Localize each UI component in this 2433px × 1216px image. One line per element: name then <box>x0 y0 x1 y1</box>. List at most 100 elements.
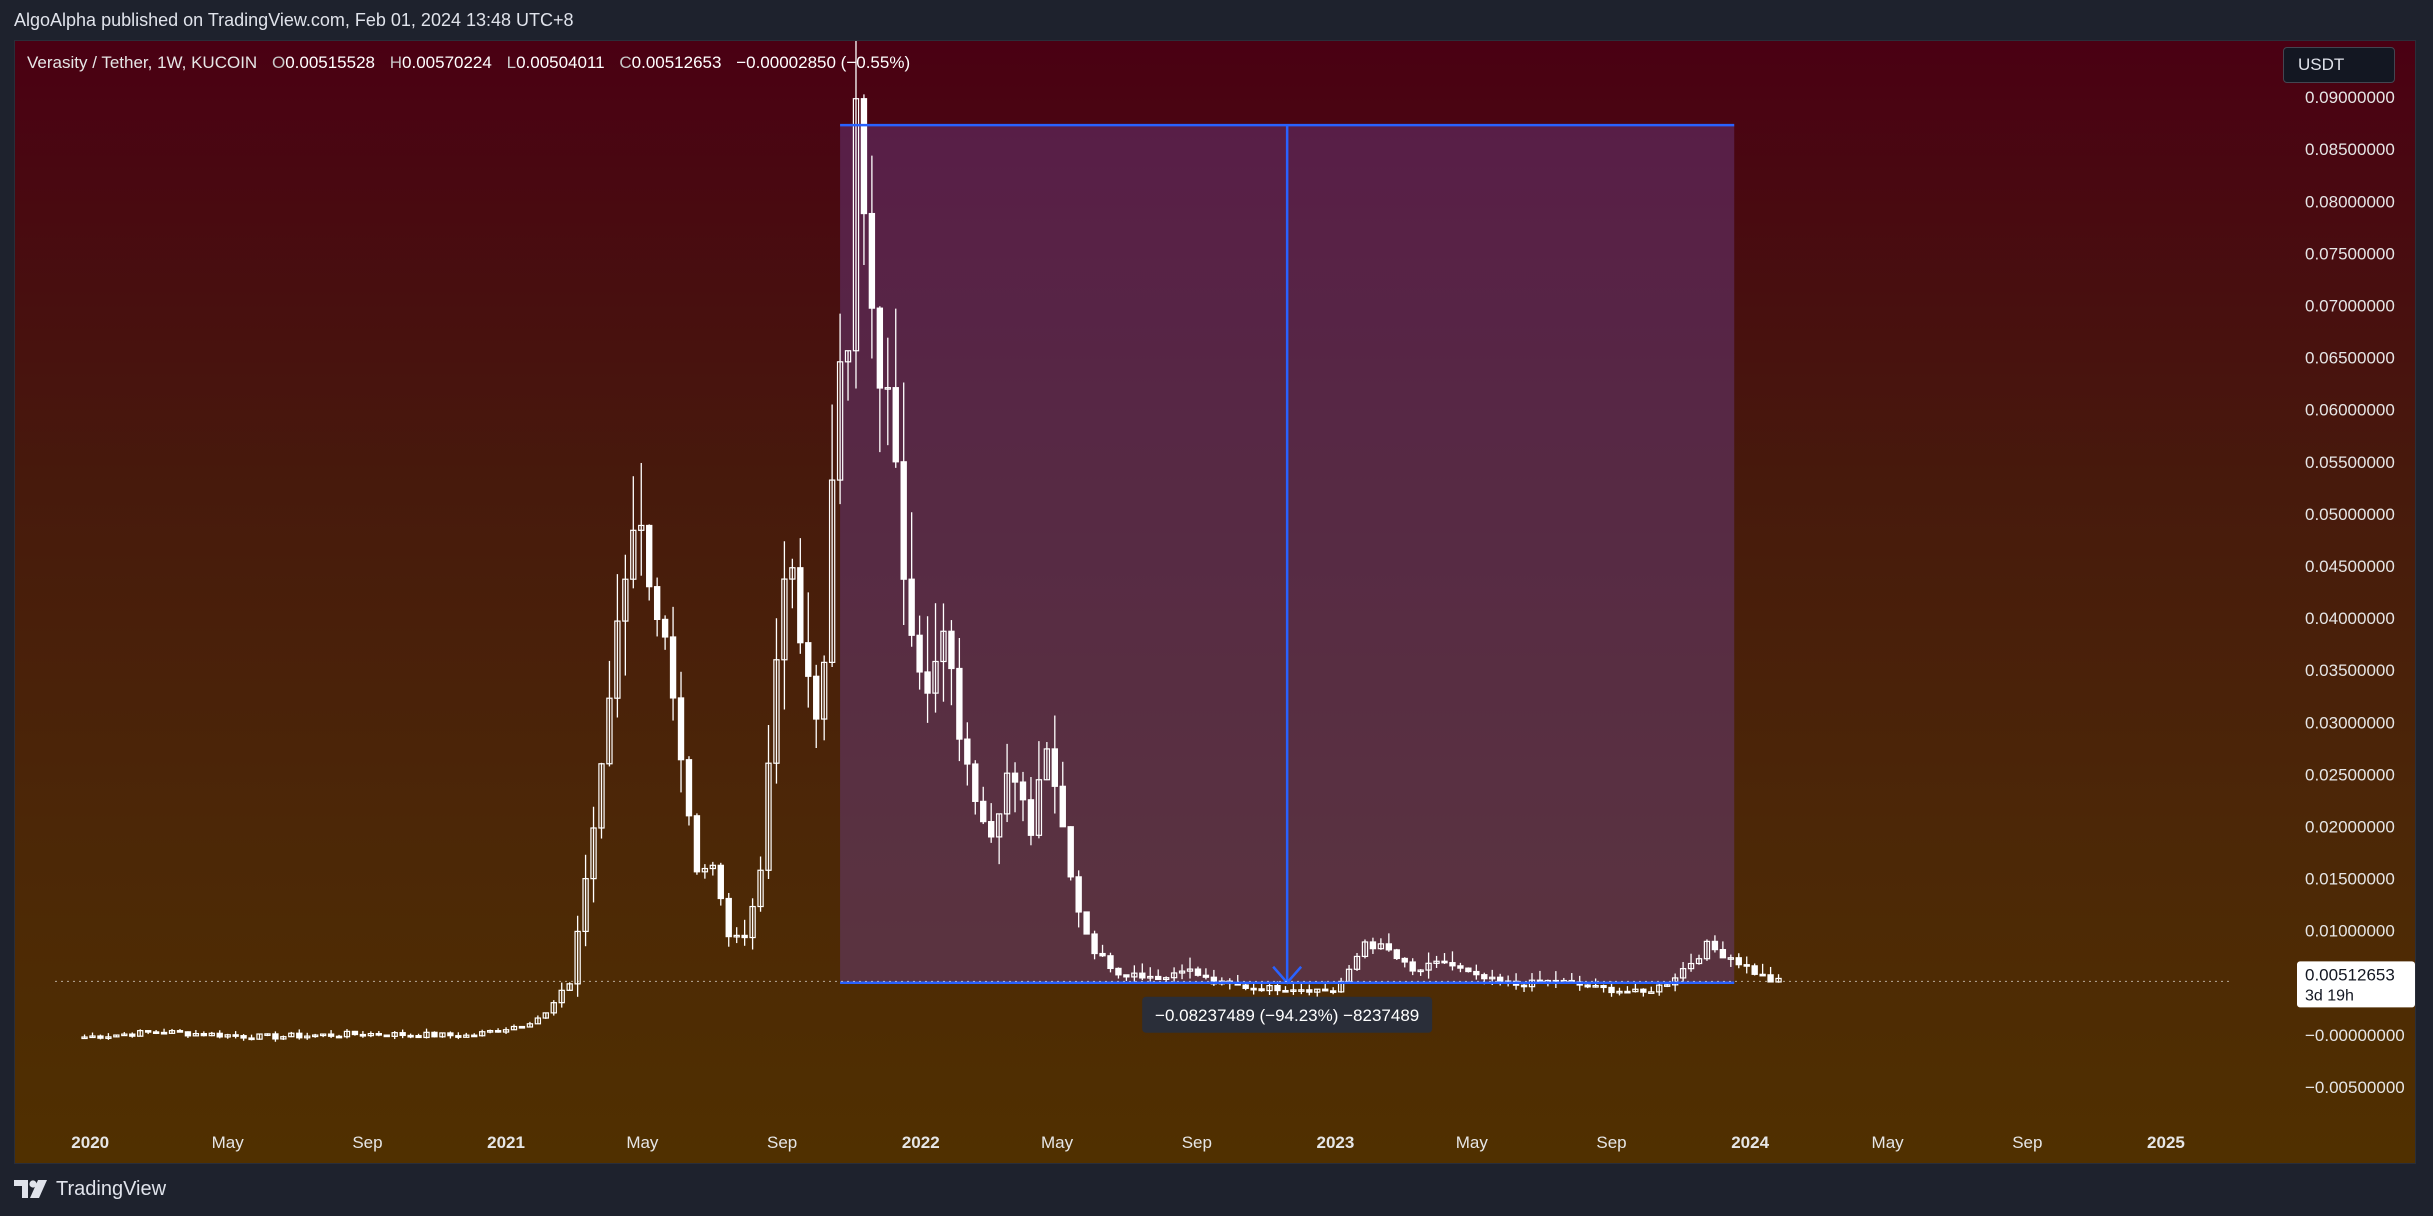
candle-down <box>1051 748 1058 787</box>
measure-label: −0.08237489 (−94.23%) −8237489 <box>1155 1006 1419 1025</box>
candle-down <box>296 1032 303 1039</box>
candle-up <box>1664 984 1671 987</box>
y-tick-label: 0.09000000 <box>2305 88 2395 107</box>
candle-down <box>518 1025 526 1029</box>
change-value: −0.00002850 (−0.55%) <box>736 53 911 72</box>
symbol-legend: Verasity / Tether, 1W, KUCOIN O0.0051552… <box>27 53 910 73</box>
candle-down <box>1481 974 1488 980</box>
high-label: H <box>389 53 403 72</box>
candle-down <box>956 667 963 740</box>
candle-up <box>709 864 717 870</box>
candle-up <box>1695 958 1703 965</box>
y-tick-label: 0.02500000 <box>2305 765 2395 784</box>
open-label: O <box>271 53 286 72</box>
candle-down <box>661 618 669 638</box>
publish-info: AlgoAlpha published on TradingView.com, … <box>14 9 574 30</box>
candle-down <box>272 1033 279 1040</box>
candle-up <box>844 350 852 363</box>
candle-up <box>423 1031 430 1039</box>
candle-down <box>1306 989 1313 993</box>
candle-down <box>359 1033 367 1037</box>
candle-down <box>248 1037 255 1041</box>
x-tick-label: Sep <box>1182 1133 1212 1152</box>
candle-down <box>1067 826 1074 878</box>
candle-down <box>1027 799 1035 836</box>
candle-down <box>1155 975 1162 981</box>
symbol-title[interactable]: Verasity / Tether, 1W, KUCOIN <box>27 53 258 72</box>
x-tick-label: Sep <box>352 1133 382 1152</box>
candle-up <box>1361 941 1369 958</box>
y-tick-label: 0.03500000 <box>2305 661 2395 680</box>
candle-down <box>1600 984 1607 989</box>
candle-down <box>653 586 661 621</box>
candle-up <box>1433 960 1440 964</box>
candle-up <box>773 659 780 764</box>
candle-down <box>1584 984 1591 988</box>
candle-up <box>526 1023 534 1028</box>
candle-up <box>1290 989 1297 993</box>
price-chart[interactable]: 0.09000000 0.08500000 0.08000000 0.07500000… <box>15 41 2415 1163</box>
candle-up <box>311 1034 319 1038</box>
y-tick-label: 0.08000000 <box>2305 192 2395 211</box>
y-tick-label: 0.07500000 <box>2305 244 2395 263</box>
candle-up <box>534 1017 542 1025</box>
x-tick-label: 2021 <box>487 1133 525 1152</box>
candle-down <box>797 567 804 644</box>
candle-up <box>558 989 565 1004</box>
candle-up <box>574 930 581 985</box>
candle-up <box>598 763 605 829</box>
candle-down <box>1099 952 1106 957</box>
candle-up <box>566 983 573 991</box>
candle-up <box>1298 989 1305 992</box>
candle-up <box>105 1036 112 1039</box>
candle-down <box>646 524 653 588</box>
candle-up <box>828 479 836 663</box>
y-tick-label: 0.04500000 <box>2305 557 2395 576</box>
candle-up <box>1703 940 1711 960</box>
tradingview-brand[interactable]: TradingView <box>14 1178 166 1201</box>
candle-up <box>1377 943 1385 950</box>
candle-down <box>431 1031 438 1038</box>
x-tick-label: Sep <box>1596 1133 1626 1152</box>
candle-down <box>1322 988 1329 992</box>
candle-up <box>1147 975 1154 979</box>
candle-down <box>1274 984 1281 992</box>
candle-up <box>1632 988 1639 993</box>
candle-down <box>184 1031 192 1037</box>
candle-down <box>813 675 820 720</box>
candle-up <box>550 1002 557 1014</box>
x-tick-label: May <box>1872 1133 1905 1152</box>
candle-up <box>304 1035 311 1039</box>
candle-down <box>383 1034 390 1038</box>
x-tick-label: 2020 <box>71 1133 109 1152</box>
candle-up <box>1425 962 1432 971</box>
candle-down <box>1385 943 1393 951</box>
candle-down <box>494 1030 502 1033</box>
candle-down <box>1409 961 1416 972</box>
currency-button[interactable]: USDT <box>2283 47 2395 83</box>
open-value: 0.00515528 <box>285 53 376 72</box>
candle-up <box>638 524 645 531</box>
candle-up <box>391 1032 398 1037</box>
candle-up <box>1671 977 1679 986</box>
candle-up <box>510 1025 518 1031</box>
candle-up <box>192 1033 200 1037</box>
candle-down <box>1441 960 1448 964</box>
low-value: 0.00504011 <box>516 53 605 72</box>
candle-up <box>1727 957 1735 960</box>
candle-down <box>455 1035 462 1038</box>
candle-up <box>1679 968 1687 979</box>
candle-up <box>319 1033 327 1037</box>
candle-down <box>924 671 931 694</box>
candle-down <box>97 1035 104 1039</box>
measure-label-box <box>1142 996 1433 1033</box>
candle-up <box>1178 970 1186 974</box>
y-tick-label: 0.06500000 <box>2305 349 2395 368</box>
candle-down <box>375 1032 382 1036</box>
candle-down <box>741 934 748 939</box>
chart-area[interactable]: 0.09000000 0.08500000 0.08000000 0.07500000… <box>14 40 2416 1164</box>
candle-up <box>137 1030 144 1037</box>
candle-down <box>1258 988 1265 992</box>
candle-down <box>1369 941 1377 950</box>
candle-up <box>630 529 637 580</box>
